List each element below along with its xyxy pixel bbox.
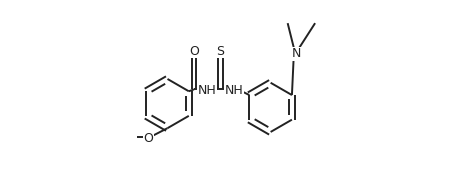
- Text: NH: NH: [198, 84, 217, 97]
- Text: NH: NH: [224, 84, 243, 97]
- Text: S: S: [217, 45, 224, 58]
- Text: N: N: [291, 47, 301, 60]
- Text: O: O: [189, 45, 199, 58]
- Text: O: O: [144, 132, 153, 145]
